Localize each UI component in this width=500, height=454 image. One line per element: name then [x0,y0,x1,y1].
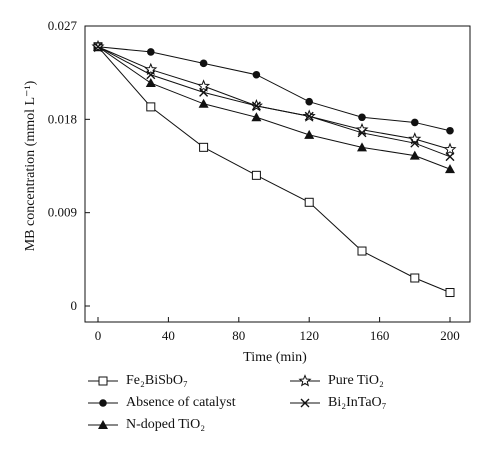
series-line [97,46,451,150]
y-tick-label: 0 [71,298,78,313]
legend-marker [99,399,107,407]
legend-swatch [290,398,320,408]
legend-item: Fe₂BiSbO₇ [88,370,188,392]
legend-marker [98,376,108,386]
plot-frame [84,25,471,323]
data-point [304,129,315,139]
data-point [445,152,455,162]
x-tick-label: 120 [299,328,319,343]
data-point [199,87,209,97]
y-tick-label: 0.027 [48,18,78,33]
series-line [97,46,451,158]
data-point [445,288,455,298]
x-tick-label: 0 [95,328,102,343]
legend-item: Pure TiO₂ [290,370,384,392]
series-cross [93,42,455,162]
legend-label: Pure TiO₂ [328,373,384,388]
x-tick-label: 160 [370,328,390,343]
legend-item: Absence of catalyst [88,392,236,414]
data-point [357,246,367,256]
data-point [144,62,158,76]
legend-item: N-doped TiO₂ [88,414,205,436]
legend-label: Fe₂BiSbO₇ [126,373,188,388]
data-point [146,70,156,80]
data-point [411,118,419,127]
series-line [97,46,451,293]
legend-label: N-doped TiO₂ [126,417,206,432]
data-point [409,150,420,160]
series-line [97,46,451,170]
data-point [145,78,156,88]
data-point [304,111,314,121]
data-point [198,98,209,108]
x-tick-label: 200 [440,328,460,343]
data-point [251,112,262,122]
series-open-star [91,39,457,155]
data-point [445,164,455,174]
axes: 0 40 80 120 160 200 0 0.009 0.018 0.027 [48,18,471,343]
series-filled-circle [94,42,454,135]
data-point [197,79,211,92]
data-point [199,142,209,152]
data-point [408,132,422,145]
data-point [304,197,314,207]
legend-marker [298,374,312,387]
data-point [357,128,367,138]
legend-item: Bi₂InTaO₇ [290,392,387,414]
data-point [410,138,420,148]
series-layer [91,39,457,298]
data-point [147,48,155,56]
data-point [446,126,454,135]
legend-marker [98,420,108,429]
data-point [252,70,261,79]
data-point [358,113,366,122]
data-point [410,273,420,283]
data-point [251,170,261,180]
legend-marker [300,398,310,408]
legend-swatch [88,420,118,429]
data-point [357,142,367,152]
data-point [443,142,457,155]
data-point [93,42,103,52]
series-line [97,46,451,132]
y-tick-label: 0.018 [48,111,77,126]
x-tick-label: 80 [232,328,245,343]
legend-label: Absence of catalyst [126,395,236,410]
y-axis-label: MB concentration (mmol L⁻¹) [23,80,38,251]
data-point [305,97,314,106]
line-chart: 0 40 80 120 160 200 0 0.009 0.018 0.027 Time (min… [23,18,471,365]
x-axis-label: Time (min) [243,350,307,365]
legend-swatch [88,399,118,407]
y-tick-label: 0.009 [48,205,77,220]
data-point [199,59,208,68]
legend-label: Bi₂InTaO₇ [328,395,387,410]
x-tick-label: 40 [162,328,175,343]
data-point [146,102,156,112]
data-point [251,101,261,111]
legend-swatch [290,374,320,387]
legend-swatch [88,376,118,386]
